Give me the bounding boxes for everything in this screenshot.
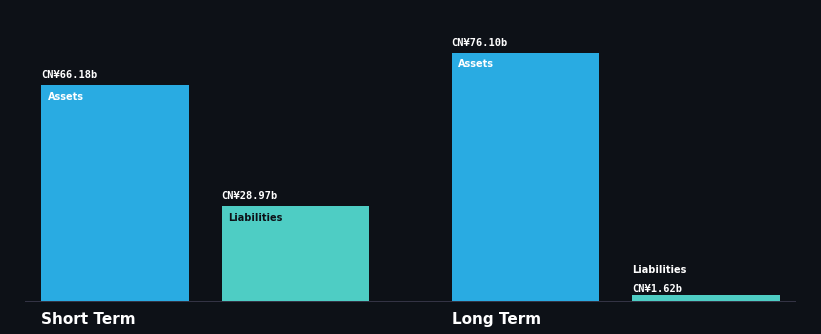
FancyBboxPatch shape (222, 206, 369, 301)
Text: Long Term: Long Term (452, 312, 541, 327)
FancyBboxPatch shape (25, 301, 796, 302)
Text: Assets: Assets (48, 92, 84, 102)
FancyBboxPatch shape (452, 53, 599, 301)
FancyBboxPatch shape (632, 295, 780, 301)
Text: Liabilities: Liabilities (228, 213, 282, 223)
Text: CN¥28.97b: CN¥28.97b (222, 191, 278, 201)
Text: CN¥76.10b: CN¥76.10b (452, 38, 508, 48)
Text: CN¥1.62b: CN¥1.62b (632, 284, 682, 294)
Text: Liabilities: Liabilities (632, 265, 686, 275)
FancyBboxPatch shape (41, 85, 189, 301)
Text: Assets: Assets (458, 59, 494, 69)
Text: CN¥66.18b: CN¥66.18b (41, 70, 98, 80)
Text: Short Term: Short Term (41, 312, 135, 327)
